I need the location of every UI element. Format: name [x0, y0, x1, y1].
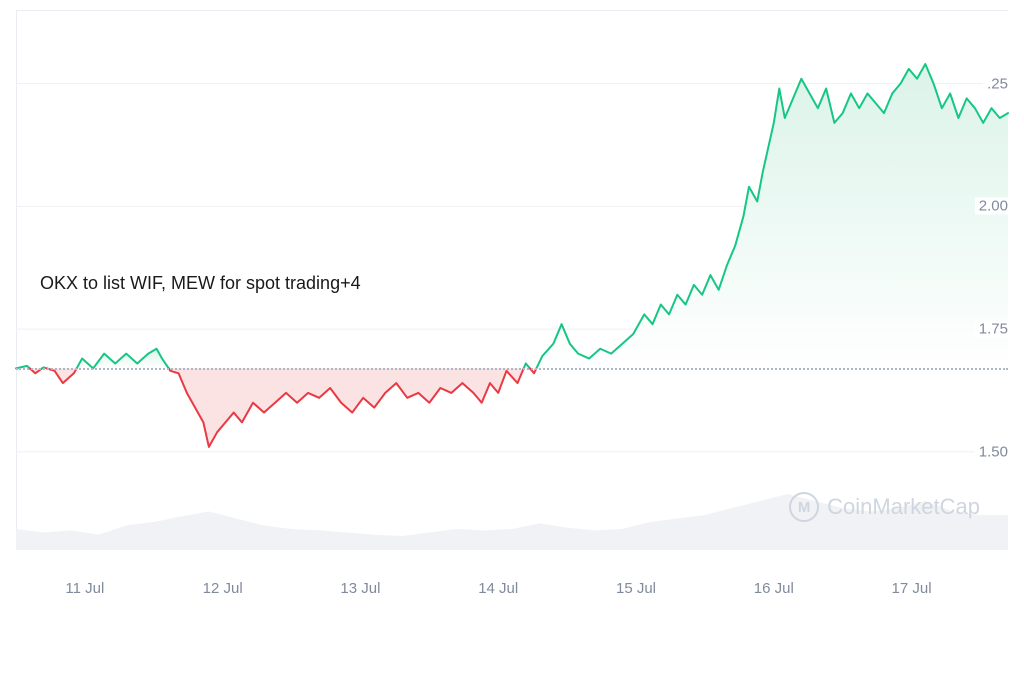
chart-svg — [16, 10, 1008, 620]
watermark-icon: M — [789, 492, 819, 522]
news-annotation: OKX to list WIF, MEW for spot trading+4 — [40, 273, 361, 294]
x-tick-label: 17 Jul — [892, 580, 932, 598]
price-chart[interactable]: 1.501.752.00.25 11 Jul12 Jul13 Jul14 Jul… — [16, 10, 1008, 550]
y-tick-label: 2.00 — [975, 198, 1008, 215]
y-tick-label: 1.50 — [975, 443, 1008, 460]
y-tick-label: .25 — [983, 75, 1008, 92]
x-tick-label: 11 Jul — [65, 580, 104, 598]
x-tick-label: 15 Jul — [616, 580, 656, 598]
baseline-indicator — [16, 368, 1008, 370]
x-tick-label: 12 Jul — [203, 580, 243, 598]
x-tick-label: 14 Jul — [478, 580, 518, 598]
x-tick-label: 16 Jul — [754, 580, 794, 598]
x-tick-label: 13 Jul — [340, 580, 380, 598]
watermark-text: CoinMarketCap — [827, 494, 980, 520]
y-tick-label: 1.75 — [975, 321, 1008, 338]
watermark: M CoinMarketCap — [789, 492, 980, 522]
